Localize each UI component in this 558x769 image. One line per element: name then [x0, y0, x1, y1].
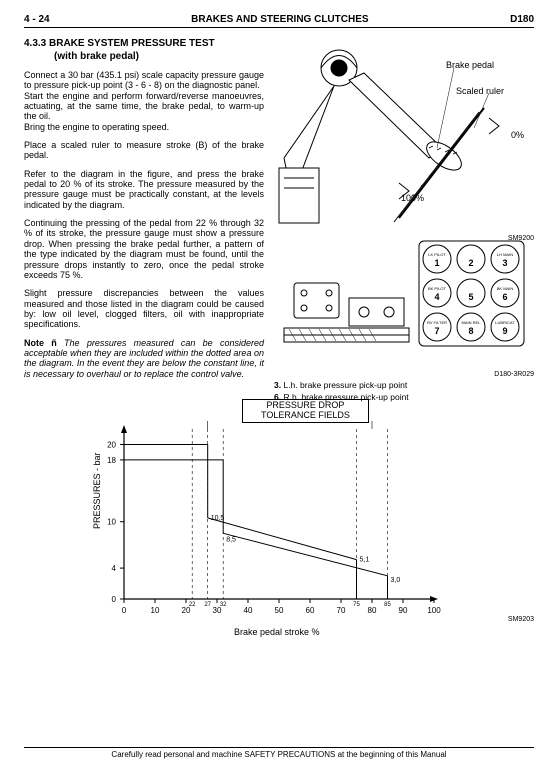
pressure-chart: PRESSURE DROP TOLERANCE FIELDS PRESSURES…	[24, 399, 534, 639]
svg-text:40: 40	[244, 606, 253, 615]
svg-text:LUBRICAT: LUBRICAT	[495, 320, 515, 325]
svg-text:LK PILOT: LK PILOT	[428, 252, 446, 257]
brake-pedal-svg	[274, 38, 534, 233]
svg-text:70: 70	[337, 606, 346, 615]
label-brake-pedal: Brake pedal	[446, 60, 494, 70]
svg-text:RV FILTER: RV FILTER	[427, 320, 447, 325]
svg-text:27: 27	[204, 602, 211, 608]
chart-svg: 0102030405060708090100041018202227327585…	[24, 399, 534, 639]
section-subtitle: (with brake pedal)	[54, 51, 264, 62]
para-1b: Start the engine and perform forward/rev…	[24, 91, 264, 122]
svg-text:4: 4	[434, 292, 439, 302]
svg-text:50: 50	[275, 606, 284, 615]
svg-text:9: 9	[502, 326, 507, 336]
para-2: Place a scaled ruler to measure stroke (…	[24, 140, 264, 161]
para-1a: Connect a 30 bar (435.1 psi) scale capac…	[24, 70, 264, 90]
note-text: The pressures measured can be considered…	[24, 338, 264, 379]
header-center: BRAKES AND STEERING CLUTCHES	[191, 14, 368, 25]
svg-text:LH MAIN: LH MAIN	[497, 252, 513, 257]
svg-text:10: 10	[151, 606, 160, 615]
note-para: Note ñ The pressures measured can be con…	[24, 338, 264, 379]
label-100pct: 100%	[401, 193, 424, 203]
header-left: 4 - 24	[24, 14, 50, 25]
svg-text:5,1: 5,1	[360, 557, 370, 564]
page-footer: Carefully read personal and machine SAFE…	[24, 747, 534, 759]
svg-text:3: 3	[502, 258, 507, 268]
header-right: D180	[510, 14, 534, 25]
svg-text:8,5: 8,5	[226, 536, 236, 543]
svg-text:90: 90	[399, 606, 408, 615]
text-column: 4.3.3 BRAKE SYSTEM PRESSURE TEST (with b…	[24, 38, 264, 393]
page-header: 4 - 24 BRAKES AND STEERING CLUTCHES D180	[24, 14, 534, 28]
svg-text:BK MAIN: BK MAIN	[497, 286, 514, 291]
svg-text:85: 85	[384, 602, 391, 608]
svg-text:7: 7	[434, 326, 439, 336]
figure-brake-pedal: Brake pedal Scaled ruler 0% 100% SM9200	[274, 38, 534, 233]
svg-text:0: 0	[112, 595, 117, 604]
svg-text:60: 60	[306, 606, 315, 615]
svg-text:22: 22	[189, 602, 196, 608]
legend-3: 3. 3. L.h. brake pressure pick-up pointL…	[274, 380, 534, 390]
label-scaled-ruler: Scaled ruler	[456, 86, 504, 96]
label-0pct: 0%	[511, 130, 524, 140]
para-1c: Bring the engine to operating speed.	[24, 122, 169, 132]
para-4: Continuing the pressing of the pedal fro…	[24, 218, 264, 280]
svg-text:4: 4	[112, 564, 117, 573]
figure-diagnostic-panel: LK PILOT1 2 LH MAIN3 BK PILOT4 5 BK MAIN6 RV F…	[274, 233, 534, 393]
svg-text:32: 32	[220, 602, 227, 608]
svg-text:75: 75	[353, 602, 360, 608]
para-3: Refer to the diagram in the figure, and …	[24, 169, 264, 210]
panel-svg: LK PILOT1 2 LH MAIN3 BK PILOT4 5 BK MAIN6 RV F…	[274, 233, 534, 373]
svg-text:10: 10	[107, 518, 116, 527]
svg-text:1: 1	[434, 258, 439, 268]
figure-column: Brake pedal Scaled ruler 0% 100% SM9200	[274, 38, 534, 393]
svg-text:MAIN REL: MAIN REL	[462, 320, 482, 325]
svg-text:18: 18	[107, 456, 116, 465]
svg-text:BK PILOT: BK PILOT	[428, 286, 447, 291]
svg-text:6: 6	[502, 292, 507, 302]
svg-text:80: 80	[368, 606, 377, 615]
svg-text:5: 5	[468, 292, 473, 302]
svg-text:8: 8	[468, 326, 473, 336]
svg-text:20: 20	[107, 440, 116, 449]
section-title: 4.3.3 BRAKE SYSTEM PRESSURE TEST	[24, 38, 264, 49]
svg-text:3,0: 3,0	[391, 577, 401, 584]
para-1: Connect a 30 bar (435.1 psi) scale capac…	[24, 70, 264, 132]
svg-text:100: 100	[427, 606, 441, 615]
para-5: Slight pressure discrepancies between th…	[24, 288, 264, 329]
svg-text:10,5: 10,5	[211, 515, 225, 522]
svg-text:0: 0	[122, 606, 127, 615]
chart-source-id: SM9203	[508, 616, 534, 623]
svg-text:2: 2	[468, 258, 473, 268]
note-label: Note ñ	[24, 338, 57, 348]
